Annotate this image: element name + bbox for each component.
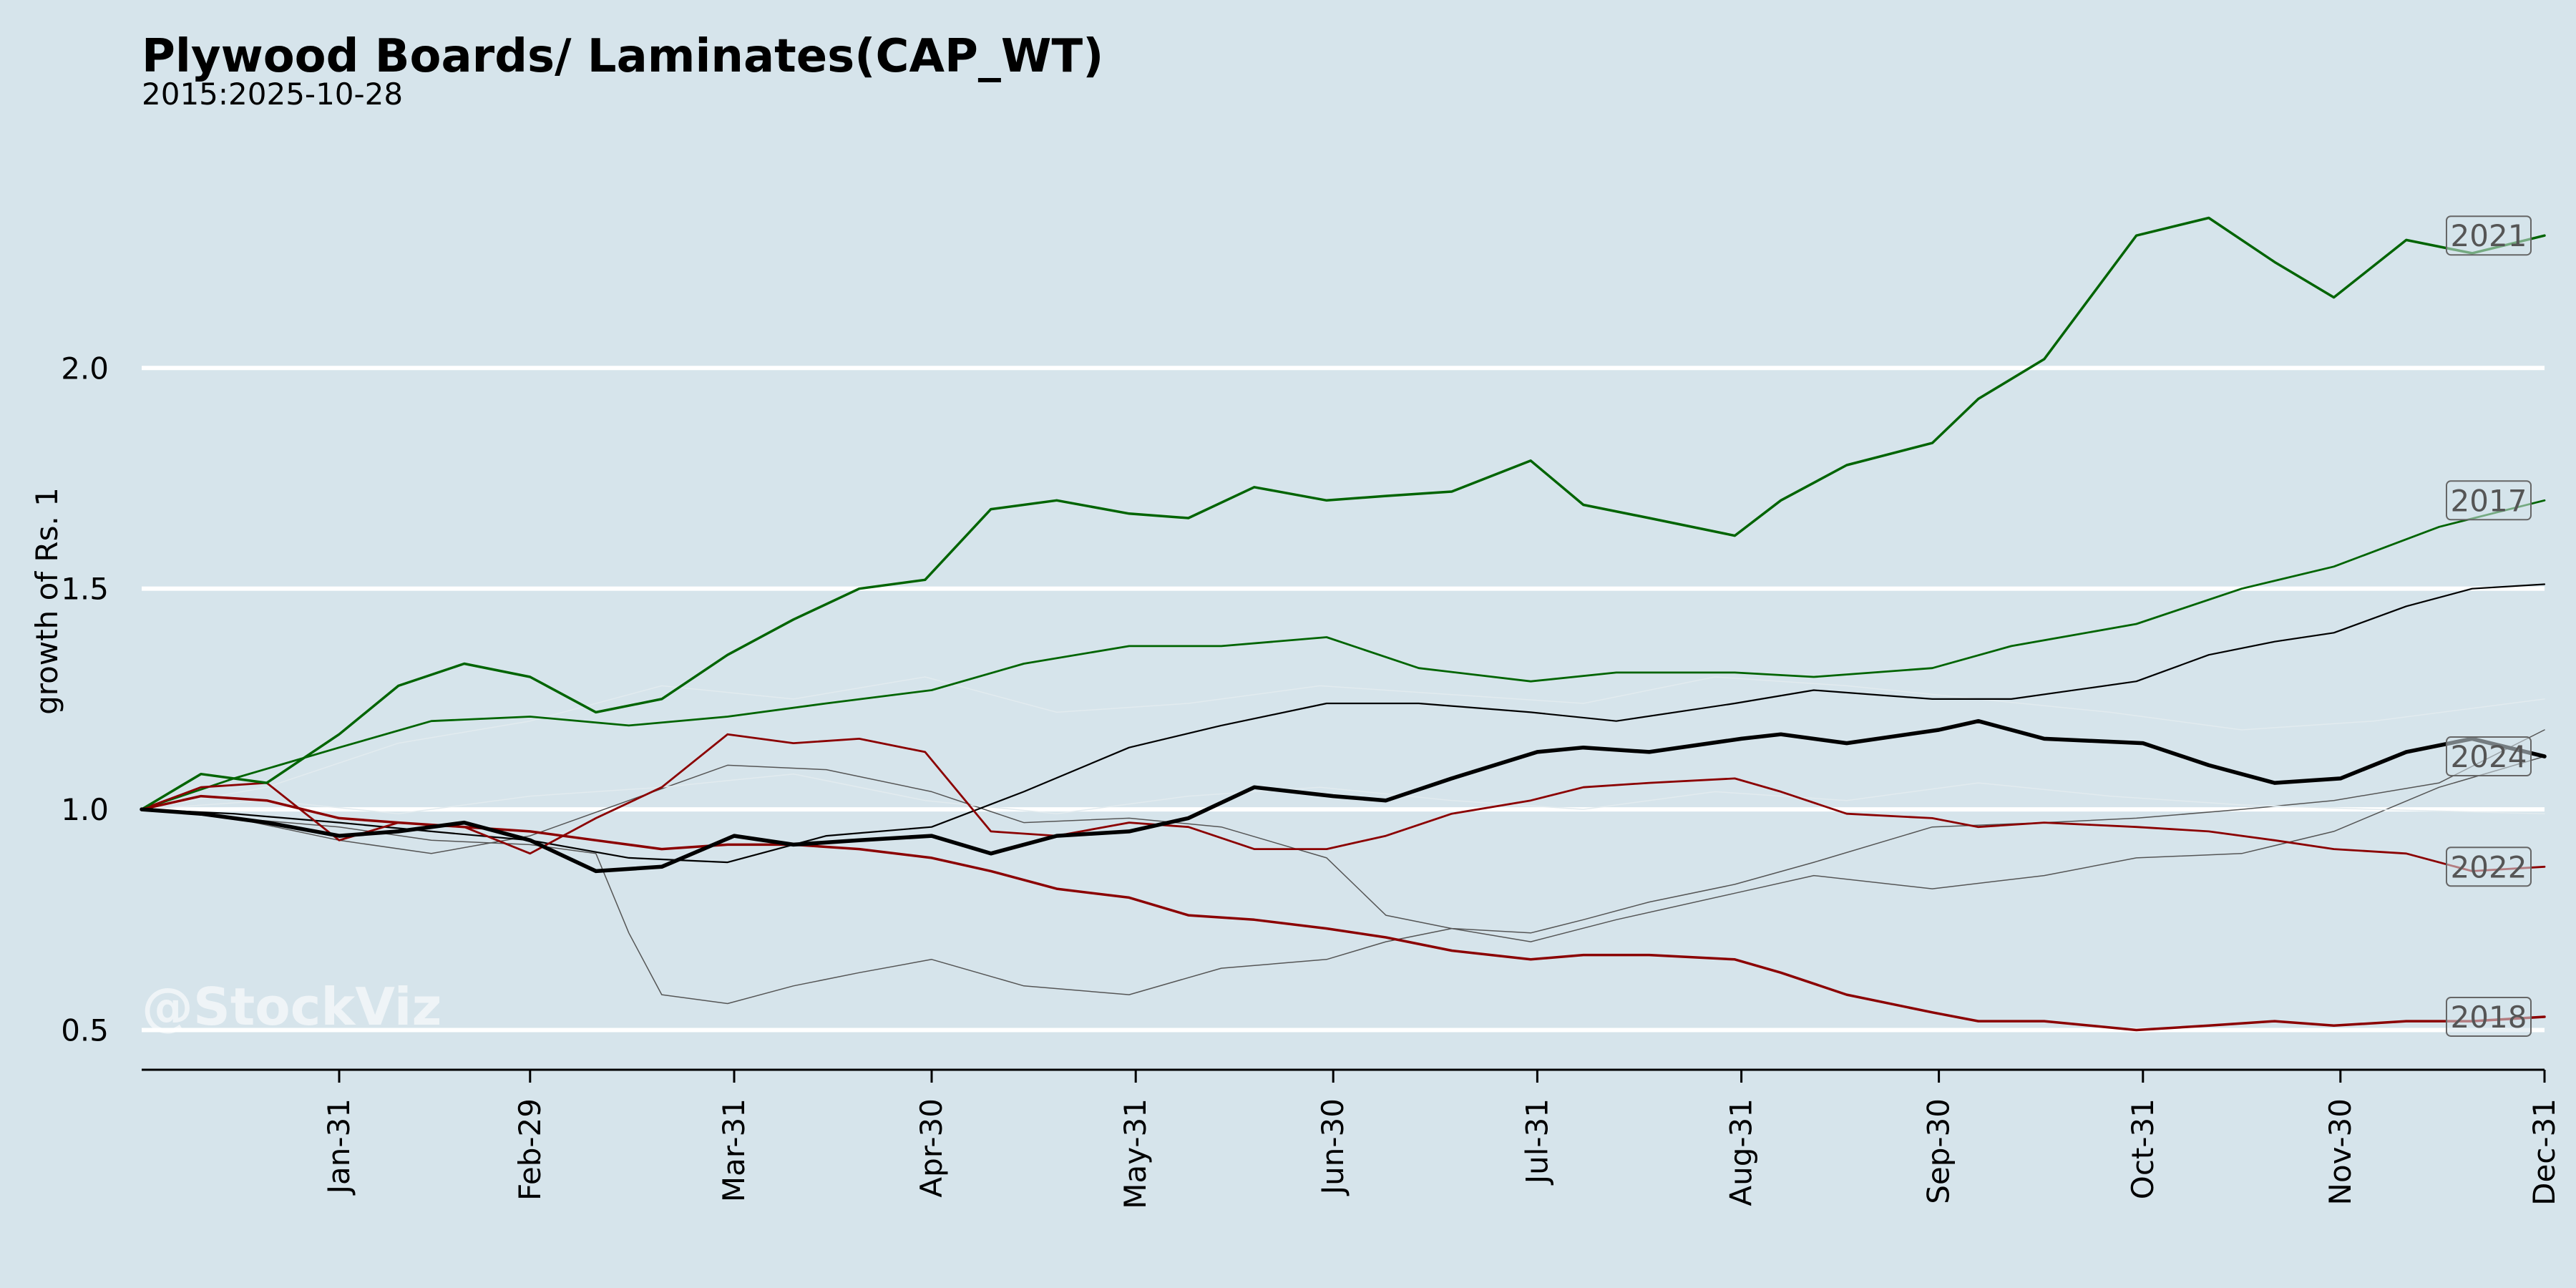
- chart-subtitle: 2015:2025-10-28: [142, 77, 403, 112]
- series-label-2017: 2017: [2451, 483, 2527, 518]
- chart-title: Plywood Boards/ Laminates(CAP_WT): [142, 30, 1103, 83]
- series-line-2024: [140, 718, 2547, 874]
- series-labels: 2021 2017 2024 2022 2018: [2446, 215, 2532, 1037]
- series-label-box: [2446, 215, 2532, 256]
- series-label-box: [2446, 847, 2532, 887]
- series-line-2018: [140, 794, 2546, 1032]
- y-tick-label: 0.5: [61, 1013, 109, 1048]
- x-tick-label: Nov-30: [2323, 1098, 2358, 1205]
- series-lines: [140, 216, 2547, 1032]
- x-tick-label: Feb-29: [512, 1098, 547, 1201]
- y-axis-label: growth of Rs. 1: [29, 487, 64, 715]
- series-label-2022: 2022: [2451, 849, 2527, 884]
- x-tick-label: May-31: [1118, 1098, 1153, 1209]
- watermark: @StockViz: [142, 977, 441, 1037]
- series-line-2022: [140, 733, 2546, 872]
- series-label-2021: 2021: [2451, 218, 2527, 253]
- x-tick-label: Aug-31: [1724, 1098, 1759, 1206]
- series-label-2018: 2018: [2451, 1000, 2527, 1035]
- y-tick-label: 2.0: [61, 351, 109, 386]
- x-tick-label: Oct-31: [2125, 1098, 2160, 1199]
- x-tick-label: Mar-31: [716, 1098, 751, 1202]
- series-line-2021: [140, 216, 2546, 811]
- x-tick-label: Apr-30: [914, 1098, 949, 1198]
- series-line: [141, 756, 2545, 942]
- series-line: [141, 676, 2545, 810]
- series-line-2017: [140, 499, 2546, 811]
- series-label-box: [2446, 480, 2532, 521]
- x-tick-label: Jun-30: [1315, 1098, 1350, 1196]
- series-line: [140, 583, 2546, 864]
- x-tick-label: Sep-30: [1921, 1098, 1956, 1204]
- series-label-2024: 2024: [2451, 739, 2527, 774]
- series-label-box: [2446, 736, 2532, 777]
- series-label-box: [2446, 996, 2532, 1037]
- x-tick-label: Jul-31: [1519, 1098, 1554, 1186]
- series-line: [141, 773, 2545, 814]
- series-line: [141, 729, 2545, 1005]
- y-tick-label: 1.5: [61, 572, 109, 607]
- x-tick-label: Jan-31: [321, 1098, 356, 1196]
- x-tick-label: Dec-31: [2527, 1098, 2562, 1206]
- y-tick-label: 1.0: [61, 792, 109, 827]
- axes: 0.5 1.0 1.5 2.0 Jan-31 Feb-29 Mar-31 Apr-30 May-…: [61, 351, 2562, 1209]
